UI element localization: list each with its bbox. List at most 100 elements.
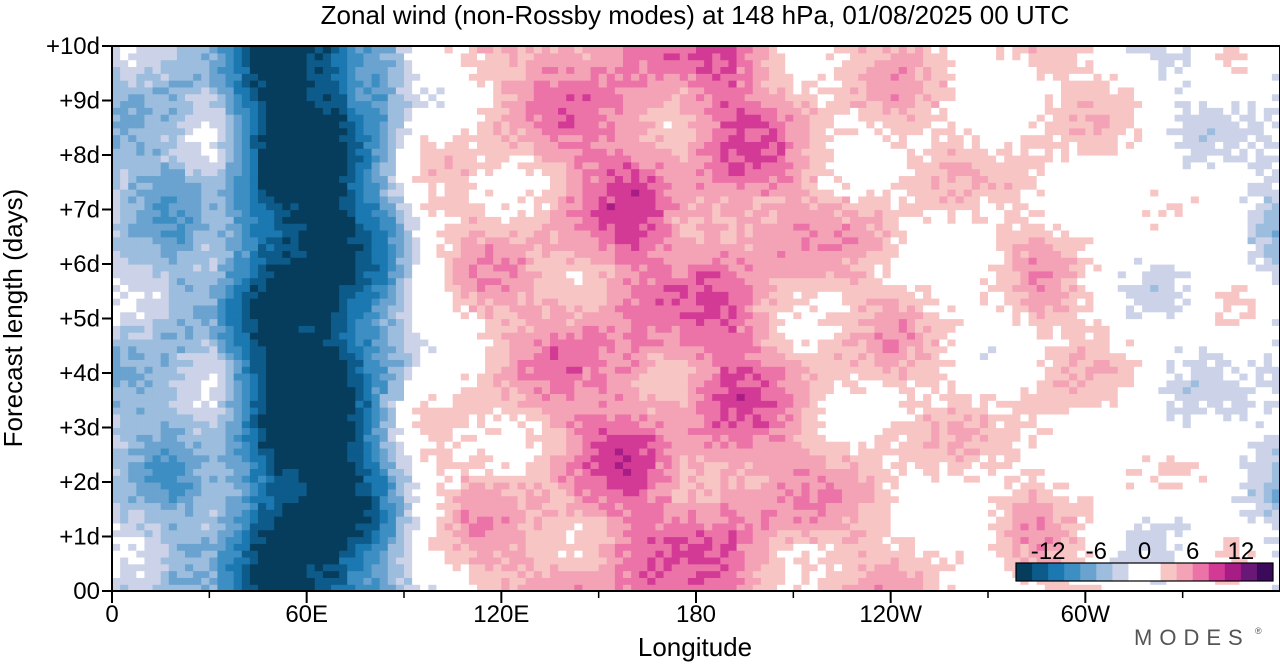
heatmap-cell [631,543,640,551]
heatmap-cell [1142,379,1151,388]
heatmap-cell [120,509,129,517]
heatmap-cell [825,386,835,395]
heatmap-cell [679,386,689,395]
heatmap-cell [736,556,746,565]
heatmap-cell [963,468,973,476]
heatmap-cell [314,413,324,422]
heatmap-cell [1239,516,1249,524]
heatmap-cell [1077,550,1086,558]
heatmap-cell [1004,407,1013,415]
heatmap-cell [963,427,973,435]
heatmap-cell [501,577,511,585]
heatmap-cell [890,488,900,497]
heatmap-cell [201,379,210,388]
heatmap-cell [1263,536,1273,544]
heatmap-cell [233,441,243,449]
heatmap-cell [176,461,186,469]
heatmap-cell [704,434,713,442]
heatmap-cell [404,536,413,544]
heatmap-cell [477,522,486,531]
heatmap-cell [1125,454,1135,463]
heatmap-cell [655,522,665,531]
heatmap-cell [533,447,543,456]
heatmap-cell [955,550,965,558]
heatmap-cell [752,556,762,565]
heatmap-cell [436,482,446,490]
heatmap-cell [355,516,365,524]
heatmap-cell [671,359,681,367]
heatmap-cell [1109,434,1119,442]
heatmap-cell [363,413,373,422]
heatmap-cell [404,509,413,517]
heatmap-cell [1093,434,1103,442]
heatmap-cell [550,495,559,504]
heatmap-cell [168,441,178,449]
heatmap-cell [120,570,129,578]
heatmap-cell [574,407,584,415]
heatmap-cell [209,373,219,381]
heatmap-cell [704,468,713,476]
heatmap-cell [679,584,689,591]
heatmap-cell [1174,522,1184,531]
heatmap-cell [1101,495,1111,504]
heatmap-cell [663,373,673,381]
heatmap-cell [833,386,843,395]
heatmap-cell [720,359,730,367]
heatmap-cell [760,379,770,388]
heatmap-cell [1247,420,1257,429]
heatmap-cell [647,420,657,429]
heatmap-cell [760,407,770,415]
heatmap-cell [266,393,275,401]
heatmap-cell [1125,529,1135,538]
heatmap-cell [623,434,632,442]
heatmap-cell [1069,536,1078,544]
heatmap-cell [436,447,446,456]
heatmap-cell [1020,454,1030,463]
heatmap-cell [136,400,146,408]
heatmap-cell [1125,522,1135,531]
heatmap-cell [566,529,575,538]
heatmap-cell [1028,407,1038,415]
heatmap-cell [923,393,932,401]
heatmap-cell [1207,427,1216,435]
heatmap-cell [468,570,478,578]
heatmap-cell [404,556,413,565]
heatmap-cell [736,400,746,408]
heatmap-cell [290,366,300,374]
heatmap-cell [185,461,194,469]
heatmap-cell [128,556,137,565]
heatmap-cell [331,577,340,585]
heatmap-cell [915,454,924,463]
heatmap-cell [996,570,1005,578]
heatmap-cell [420,536,429,544]
heatmap-cell [704,447,713,456]
heatmap-cell [923,570,932,578]
heatmap-cell [452,407,462,415]
heatmap-cell [128,461,137,469]
heatmap-cell [623,413,632,422]
heatmap-cell [655,441,665,449]
heatmap-cell [331,447,340,456]
heatmap-cell [249,427,259,435]
heatmap-cell [1069,359,1078,367]
heatmap-cell [631,366,640,374]
heatmap-cell [404,386,413,395]
heatmap-cell [769,509,778,517]
heatmap-cell [1271,509,1280,517]
heatmap-cell [306,522,316,531]
heatmap-cell [736,475,746,483]
heatmap-cell [1028,454,1038,463]
heatmap-cell [550,468,559,476]
heatmap-cell [1174,434,1184,442]
heatmap-cell [712,550,721,558]
heatmap-cell [128,393,137,401]
heatmap-cell [655,502,665,510]
heatmap-cell [112,563,121,572]
heatmap-cell [979,529,989,538]
heatmap-cell [842,359,851,367]
heatmap-cell [971,468,981,476]
heatmap-cell [898,413,908,422]
heatmap-cell [679,522,689,531]
heatmap-cell [1207,373,1216,381]
heatmap-cell [201,577,210,585]
